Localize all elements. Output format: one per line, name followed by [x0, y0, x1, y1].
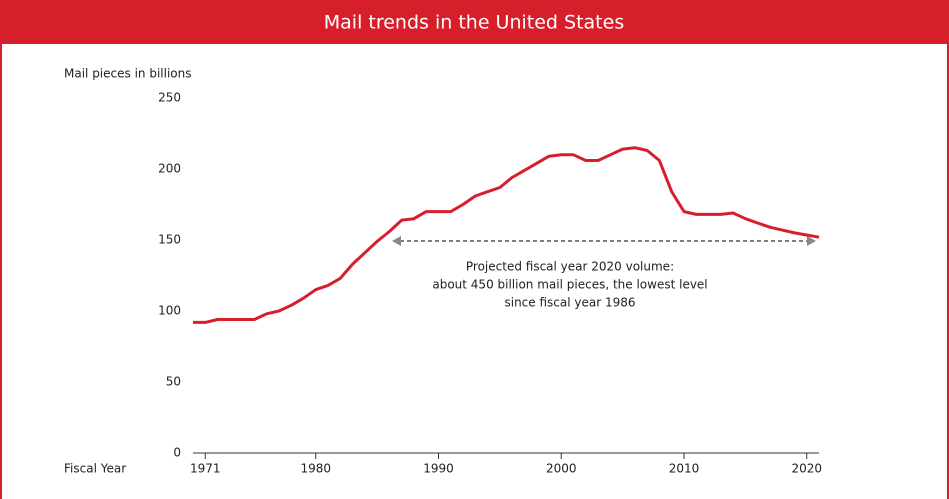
y-tick-label: 150 — [158, 233, 181, 247]
chart-title: Mail trends in the United States — [324, 12, 624, 34]
annotation: Projected fiscal year 2020 volume: — [466, 260, 674, 274]
y-axis-label: Mail pieces in billions — [64, 67, 191, 81]
y-tick-label: 100 — [158, 304, 181, 318]
y-tick-label: 50 — [166, 375, 181, 389]
line-series — [193, 146, 820, 324]
x-tick-label: 2000 — [546, 462, 577, 476]
x-tick-label: 1990 — [423, 462, 454, 476]
y-tick-label: 0 — [173, 446, 181, 460]
x-tick-label: 1971 — [190, 462, 221, 476]
left-border — [0, 0, 2, 499]
annotation: about 450 billion mail pieces, the lowes… — [432, 278, 707, 292]
header-bar — [0, 0, 949, 44]
x-tick-label: 1980 — [300, 462, 331, 476]
annotation-arrow — [392, 236, 816, 246]
x-tick-label: 2020 — [791, 462, 822, 476]
annotation: since fiscal year 1986 — [504, 296, 635, 310]
y-tick-label: 200 — [158, 162, 181, 176]
x-tick-label: 2010 — [669, 462, 700, 476]
y-tick-label: 250 — [158, 91, 181, 105]
x-axis-label: Fiscal Year — [64, 462, 126, 476]
right-border — [947, 0, 949, 499]
